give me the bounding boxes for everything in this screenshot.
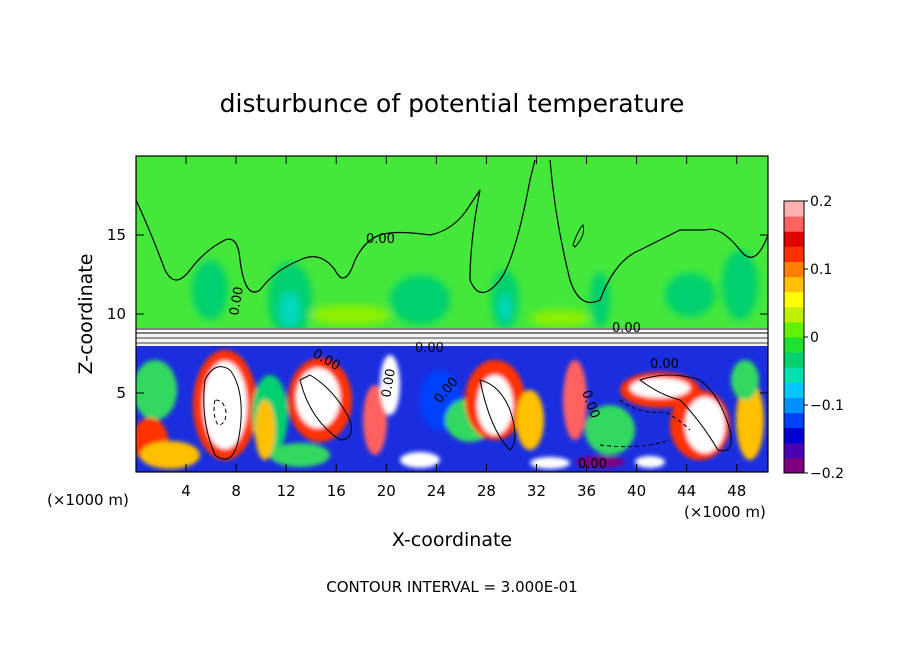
colorbar-swatch [784,382,804,398]
x-tick-label: 12 [277,482,296,500]
colorbar-swatch [784,246,804,262]
colorbar-swatch [784,291,804,308]
y-tick-label: 5 [116,384,126,402]
x-tick-label: 16 [327,482,346,500]
colorbar-tick-label: 0 [810,330,819,346]
colorbar-swatch [784,201,804,217]
colorbar-swatch [784,352,804,368]
x-tick-label: 4 [181,482,191,500]
colorbar-swatch [784,261,804,278]
x-unit-label: (×1000 m) [47,491,129,509]
contour-label: 0.00 [227,286,247,317]
contour-label: 0.00 [578,457,607,472]
x-axis: 4 8 12 16 20 24 28 32 36 40 44 48 [181,156,746,500]
colorbar-tick-label: 0.2 [810,194,832,210]
colorbar-tick-label: −0.1 [810,398,844,414]
colorbar-tick-label: −0.2 [810,466,844,482]
contour-label: 0.00 [650,357,679,372]
y-tick-label: 15 [107,226,126,244]
contour-label: 0.00 [366,232,395,247]
x-tick-label: 32 [527,482,546,500]
colorbar-swatch [784,457,804,474]
temperature-field [136,156,768,472]
colorbar-swatch [784,337,804,353]
x-tick-label: 48 [727,482,746,500]
colorbar-swatch [784,276,804,293]
y-tick-label: 10 [107,305,126,323]
y-axis: 5 10 15 [107,226,768,402]
y-axis-label: Z-coordinate [75,254,97,375]
x-tick-label: 40 [627,482,646,500]
x-tick-label: 8 [231,482,241,500]
colorbar-swatch [784,412,804,429]
colorbar-tick-label: 0.1 [810,262,832,278]
contour-interval-note: CONTOUR INTERVAL = 3.000E-01 [326,578,577,596]
x-tick-label: 24 [427,482,446,500]
x-tick-label: 44 [677,482,696,500]
colorbar-swatch [784,442,804,459]
x-tick-label: 28 [477,482,496,500]
colorbar: 0.2 0.1 0 −0.1 −0.2 [783,194,844,482]
contour-label: 0.00 [415,341,444,356]
x-axis-label: X-coordinate [392,529,512,551]
colorbar-swatch [784,231,804,247]
colorbar-swatch [784,321,804,338]
colorbar-swatch [784,397,804,414]
x-unit-label-right: (×1000 m) [684,503,766,521]
x-tick-label: 36 [577,482,596,500]
colorbar-swatch [784,427,804,444]
colorbar-swatch [784,216,804,232]
x-tick-label: 20 [377,482,396,500]
colorbar-swatch [784,367,804,383]
chart-title: disturbunce of potential temperature [220,89,685,118]
colorbar-swatch [784,306,804,323]
contour-label: 0.00 [612,321,641,336]
contour-label: 0.00 [379,368,399,399]
